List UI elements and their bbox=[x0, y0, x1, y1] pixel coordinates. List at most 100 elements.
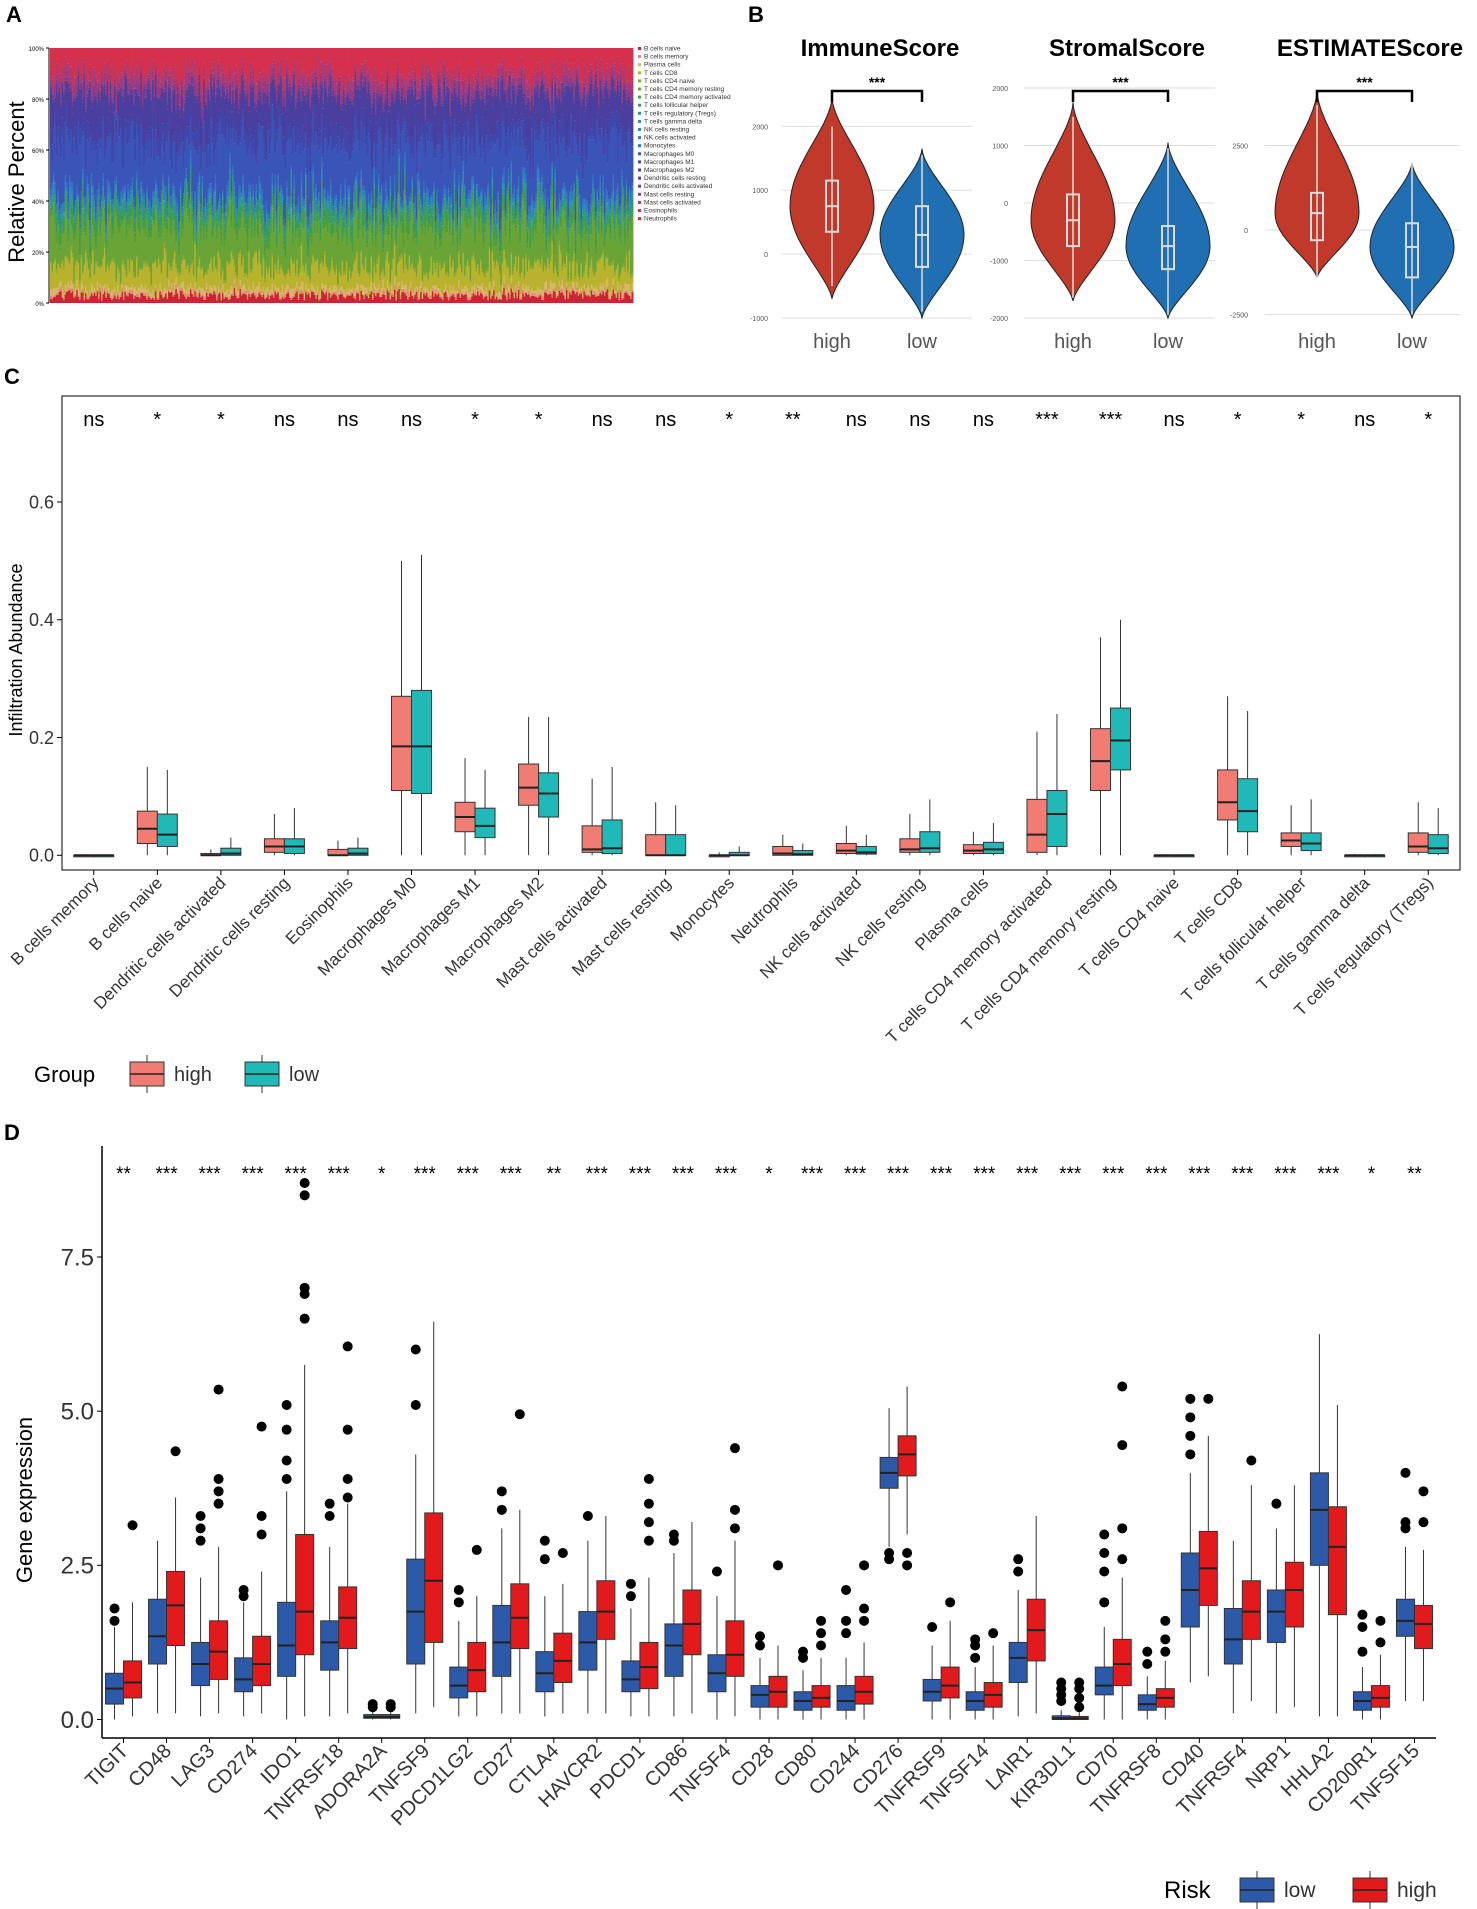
panel-a-bar-segment bbox=[108, 111, 111, 131]
panel-a-bar-segment bbox=[55, 63, 58, 75]
panel-a-bar-segment bbox=[71, 283, 74, 289]
panel-a-bar-segment bbox=[322, 267, 325, 285]
panel-a-bar-segment bbox=[138, 269, 141, 289]
panel-a-bar-segment bbox=[312, 195, 315, 202]
panel-a-bar-segment bbox=[188, 288, 191, 294]
panel-a-bar-segment bbox=[310, 226, 313, 235]
panel-a-bar-segment bbox=[98, 183, 100, 190]
panel-a-bar-segment bbox=[50, 144, 52, 190]
panel-a-bar-segment bbox=[249, 272, 252, 291]
panel-a-bar-segment bbox=[106, 206, 109, 215]
panel-a-bar-segment bbox=[156, 206, 159, 211]
panel-a-bar-segment bbox=[187, 69, 189, 72]
panel-a-bar-segment bbox=[207, 188, 210, 195]
panel-a-bar-segment bbox=[305, 196, 307, 207]
panel-a-bar-segment bbox=[203, 230, 205, 241]
panel-a-bar-segment bbox=[197, 266, 200, 268]
panel-a-bar-segment bbox=[103, 243, 106, 249]
panel-a-bar-segment bbox=[138, 298, 141, 303]
panel-a-bar-segment bbox=[318, 200, 321, 202]
panel-a-bar-segment bbox=[233, 279, 236, 284]
panel-a-bar-segment bbox=[195, 74, 198, 79]
panel-a-bar-segment bbox=[83, 208, 86, 213]
panel-a-bar-segment bbox=[71, 200, 74, 202]
panel-a-bar-segment bbox=[146, 290, 149, 298]
panel-a-bar-segment bbox=[307, 138, 310, 148]
panel-a-bar-segment bbox=[112, 297, 115, 303]
panel-a-bar-segment bbox=[83, 199, 86, 207]
panel-a-bar-segment bbox=[156, 184, 159, 192]
panel-a-bar-segment bbox=[109, 81, 112, 85]
panel-a-bar-segment bbox=[217, 201, 220, 205]
panel-a-bar-segment bbox=[319, 220, 322, 222]
panel-a-bar-segment bbox=[300, 48, 303, 72]
panel-a-bar-segment bbox=[307, 74, 310, 82]
panel-a-bar-segment bbox=[198, 256, 201, 260]
panel-a-bar-segment bbox=[240, 58, 243, 62]
panel-a-bar-segment bbox=[111, 96, 114, 100]
panel-a-bar-segment bbox=[303, 227, 306, 271]
panel-a-bar-segment bbox=[58, 73, 61, 86]
panel-a-bar-segment bbox=[160, 123, 163, 148]
panel-a-bar-segment bbox=[240, 199, 243, 206]
panel-a-bar-segment bbox=[122, 216, 125, 221]
panel-a-bar-segment bbox=[293, 81, 296, 121]
panel-a-bar-segment bbox=[227, 197, 230, 201]
panel-a-bar-segment bbox=[262, 69, 265, 72]
panel-a-bar-segment bbox=[277, 200, 280, 208]
panel-a-bar-segment bbox=[210, 77, 213, 107]
panel-a-bar-segment bbox=[109, 297, 112, 303]
panel-a-bar-segment bbox=[79, 291, 82, 297]
panel-a-bar-segment bbox=[203, 62, 205, 64]
panel-a-bar-segment bbox=[60, 244, 63, 265]
panel-a-bar-segment bbox=[92, 84, 95, 98]
panel-a-bar-segment bbox=[251, 196, 253, 202]
panel-a-bar-segment bbox=[299, 155, 302, 216]
panel-a-bar-segment bbox=[316, 81, 319, 88]
panel-a-bar-segment bbox=[74, 231, 77, 237]
panel-a-bar-segment bbox=[283, 250, 286, 274]
panel-a-bar-segment bbox=[84, 221, 87, 228]
panel-a-bar-segment bbox=[168, 75, 170, 81]
panel-a-bar-segment bbox=[184, 110, 186, 132]
panel-label-d: D bbox=[4, 1120, 20, 1145]
panel-a-bar-segment bbox=[205, 168, 208, 204]
panel-a-bar-segment bbox=[166, 230, 169, 234]
panel-a-bar-segment bbox=[239, 253, 242, 281]
panel-a-bar-segment bbox=[229, 176, 232, 187]
panel-a-bar-segment bbox=[101, 206, 103, 212]
panel-a-bar-segment bbox=[254, 205, 256, 209]
panel-a-bar-segment bbox=[162, 181, 165, 184]
panel-a-bar-segment bbox=[60, 229, 63, 235]
panel-a-bar-segment bbox=[86, 120, 89, 140]
panel-a-bar-segment bbox=[77, 294, 80, 297]
panel-a-bar-segment bbox=[315, 260, 318, 262]
panel-a-bar-segment bbox=[121, 201, 124, 205]
panel-a-bar-segment bbox=[259, 214, 262, 225]
panel-a-bar-segment bbox=[307, 233, 310, 248]
panel-a-bar-segment bbox=[178, 275, 181, 288]
panel-a-bar-segment bbox=[93, 151, 96, 195]
panel-a-bar-segment bbox=[245, 135, 248, 147]
panel-a-bar-segment bbox=[154, 116, 157, 130]
panel-a-bar-segment bbox=[114, 88, 116, 102]
panel-a-bar-segment bbox=[114, 206, 116, 214]
panel-a-bar-segment bbox=[318, 270, 321, 274]
panel-a-bar-segment bbox=[246, 94, 249, 102]
panel-a-bar-segment bbox=[52, 288, 55, 296]
panel-a-bar-segment bbox=[205, 220, 208, 221]
panel-a-bar-segment bbox=[284, 168, 287, 224]
panel-a-bar-segment bbox=[168, 186, 170, 191]
panel-a-bar-segment bbox=[133, 104, 135, 123]
panel-a-bar-segment bbox=[213, 256, 216, 258]
panel-a-bar-segment bbox=[178, 135, 181, 157]
panel-a-bar-segment bbox=[77, 121, 80, 194]
panel-a-bar-segment bbox=[283, 292, 286, 296]
panel-a-bar-segment bbox=[242, 212, 245, 256]
panel-a-bar-segment bbox=[217, 251, 220, 254]
panel-a-bar-segment bbox=[318, 299, 321, 301]
panel-a-bar-segment bbox=[286, 57, 288, 60]
panel-a-bar-segment bbox=[73, 94, 76, 99]
panel-a-bar-segment bbox=[87, 220, 90, 269]
panel-a-bar-segment bbox=[181, 142, 184, 206]
